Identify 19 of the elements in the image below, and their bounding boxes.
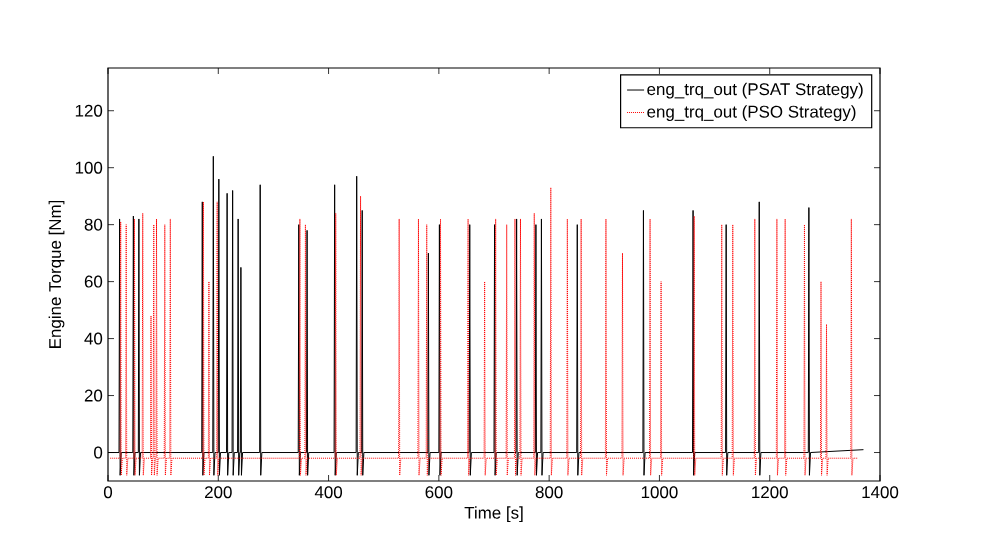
x-tick-label: 1000 <box>641 486 678 499</box>
y-tick-label: 40 <box>84 332 103 345</box>
x-tick-label: 1400 <box>862 486 899 499</box>
x-tick-label: 600 <box>425 486 453 499</box>
y-axis-title: Engine Torque [Nm] <box>48 200 65 348</box>
x-tick-label: 800 <box>535 486 563 499</box>
y-tick-label: 80 <box>84 218 103 231</box>
y-tick-label: 100 <box>75 161 103 174</box>
y-tick-label: 20 <box>84 389 103 402</box>
x-tick-label: 200 <box>205 486 232 499</box>
y-tick-label: 60 <box>84 275 103 288</box>
x-tick-label: 0 <box>103 486 113 499</box>
y-tick-label: 120 <box>75 104 103 117</box>
x-tick-label: 1200 <box>752 486 788 499</box>
y-tick-label: 0 <box>94 446 103 459</box>
x-tick-label: 400 <box>314 486 343 499</box>
x-axis-title: Time [s] <box>464 506 523 523</box>
legend-label: eng_trq_out (PSAT Strategy) <box>647 82 863 99</box>
legend-label: eng_trq_out (PSO Strategy) <box>647 105 856 122</box>
